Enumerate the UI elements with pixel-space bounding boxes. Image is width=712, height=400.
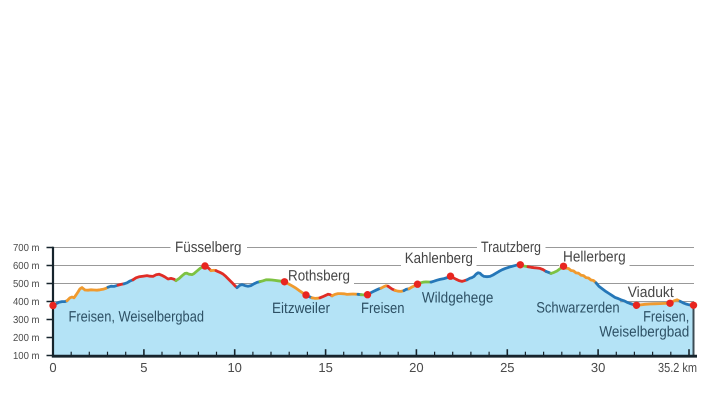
svg-text:Freisen, Weiselbergbad: Freisen, Weiselbergbad [69, 309, 205, 326]
svg-text:500 m: 500 m [13, 279, 40, 290]
svg-text:35.2 km: 35.2 km [658, 360, 697, 375]
svg-text:Kahlenberg: Kahlenberg [405, 250, 473, 267]
svg-text:Wildgehege: Wildgehege [422, 290, 494, 307]
svg-text:100 m: 100 m [13, 351, 40, 362]
svg-text:Freisen,: Freisen, [643, 308, 689, 325]
svg-text:300 m: 300 m [13, 315, 40, 326]
svg-text:Eitzweiler: Eitzweiler [272, 300, 330, 317]
svg-text:0: 0 [49, 360, 56, 375]
svg-text:Weiselbergbad: Weiselbergbad [599, 324, 689, 341]
svg-text:15: 15 [318, 360, 332, 375]
svg-text:Freisen: Freisen [361, 300, 405, 317]
svg-text:Füsselberg: Füsselberg [175, 239, 242, 256]
svg-text:30: 30 [591, 360, 605, 375]
svg-text:Rothsberg: Rothsberg [288, 268, 350, 285]
svg-text:25: 25 [500, 360, 514, 375]
svg-text:600 m: 600 m [13, 261, 40, 272]
svg-text:200 m: 200 m [13, 333, 40, 344]
svg-text:400 m: 400 m [13, 297, 40, 308]
svg-text:10: 10 [227, 360, 241, 375]
svg-text:Schwarzerden: Schwarzerden [536, 300, 620, 317]
svg-text:5: 5 [140, 360, 147, 375]
svg-text:Trautzberg: Trautzberg [481, 239, 541, 256]
svg-text:Viadukt: Viadukt [628, 284, 675, 301]
svg-text:20: 20 [409, 360, 423, 375]
svg-text:Hellerberg: Hellerberg [563, 249, 626, 266]
svg-text:700 m: 700 m [13, 243, 40, 254]
